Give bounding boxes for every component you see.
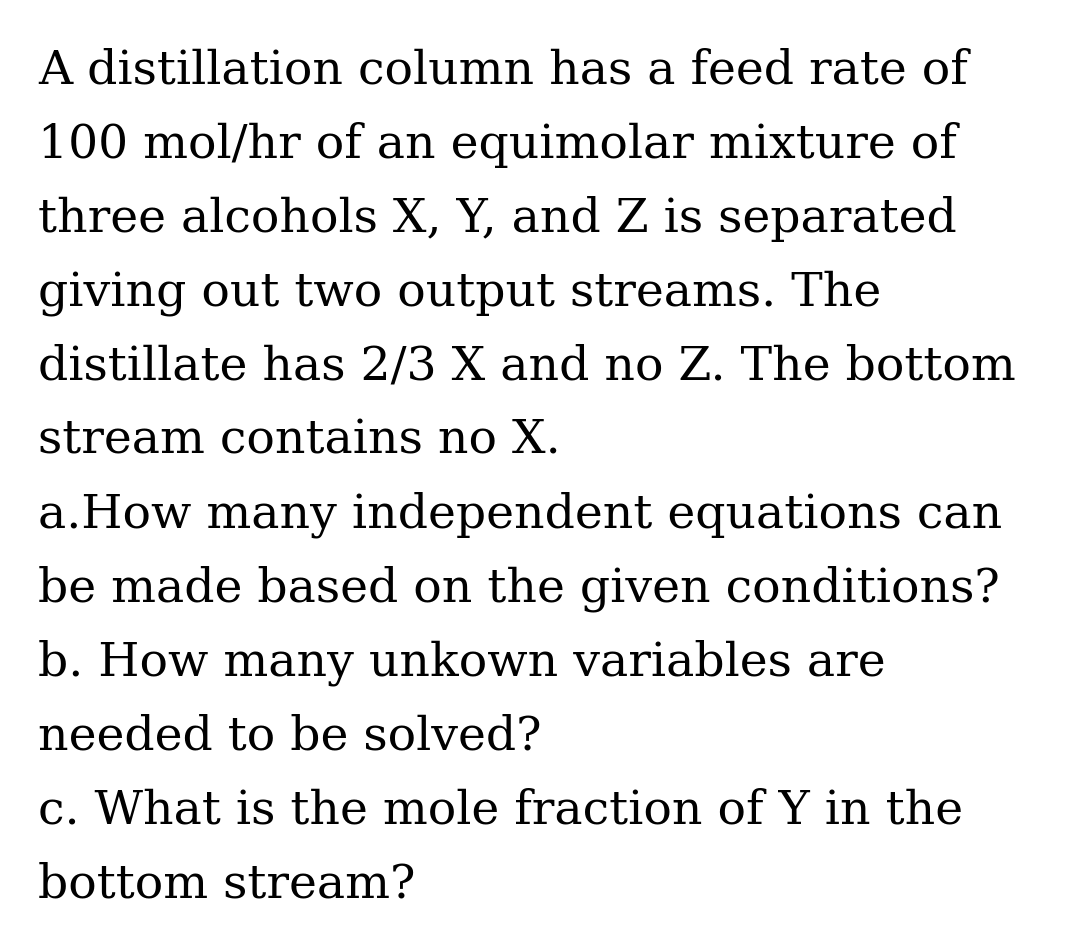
Text: distillate has 2/3 X and no Z. The bottom: distillate has 2/3 X and no Z. The botto… (38, 344, 1016, 389)
Text: needed to be solved?: needed to be solved? (38, 714, 541, 759)
Text: be made based on the given conditions?: be made based on the given conditions? (38, 566, 1000, 612)
Text: b. How many unkown variables are: b. How many unkown variables are (38, 640, 886, 686)
Text: a.How many independent equations can: a.How many independent equations can (38, 492, 1002, 539)
Text: A distillation column has a feed rate of: A distillation column has a feed rate of (38, 48, 968, 94)
Text: giving out two output streams. The: giving out two output streams. The (38, 270, 881, 316)
Text: c. What is the mole fraction of Y in the: c. What is the mole fraction of Y in the (38, 788, 963, 833)
Text: 100 mol/hr of an equimolar mixture of: 100 mol/hr of an equimolar mixture of (38, 122, 957, 168)
Text: bottom stream?: bottom stream? (38, 862, 416, 907)
Text: three alcohols X, Y, and Z is separated: three alcohols X, Y, and Z is separated (38, 196, 957, 242)
Text: stream contains no X.: stream contains no X. (38, 418, 561, 463)
